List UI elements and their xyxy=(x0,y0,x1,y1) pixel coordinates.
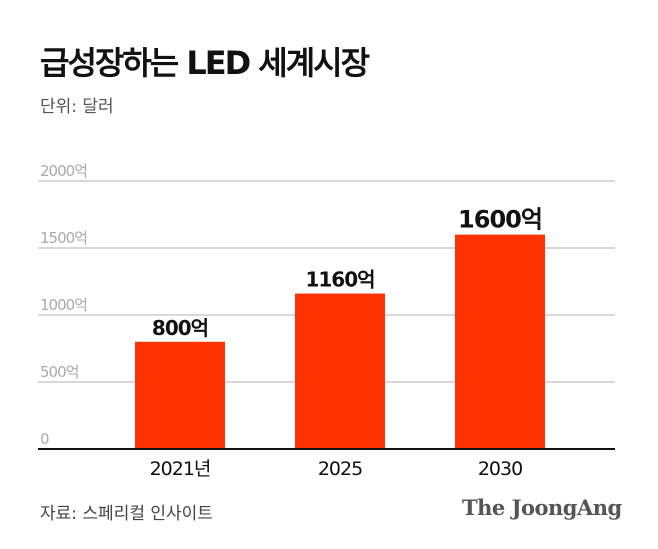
y-tick-label: 0 xyxy=(40,430,49,448)
y-tick-label: 1000억 xyxy=(40,296,87,314)
data-label: 800억 xyxy=(152,316,208,340)
y-tick-label: 1500억 xyxy=(40,229,87,247)
unit-label: 단위: 달러 xyxy=(40,97,114,117)
joongang-logo: The JoongAng xyxy=(462,495,622,520)
chart-title: 급성장하는 LED 세계시장 xyxy=(40,44,370,82)
bar xyxy=(295,293,385,449)
data-label: 1600억 xyxy=(458,206,542,234)
x-tick-label: 2030 xyxy=(478,458,522,480)
bar xyxy=(455,234,545,449)
data-label: 1160억 xyxy=(305,268,374,292)
y-tick-label: 2000억 xyxy=(40,162,87,180)
y-tick-label: 500억 xyxy=(40,363,78,381)
bar xyxy=(135,341,225,449)
x-tick-label: 2021년 xyxy=(150,458,211,480)
source-label: 자료: 스페리컬 인사이트 xyxy=(40,504,213,524)
x-tick-label: 2025 xyxy=(318,458,362,480)
